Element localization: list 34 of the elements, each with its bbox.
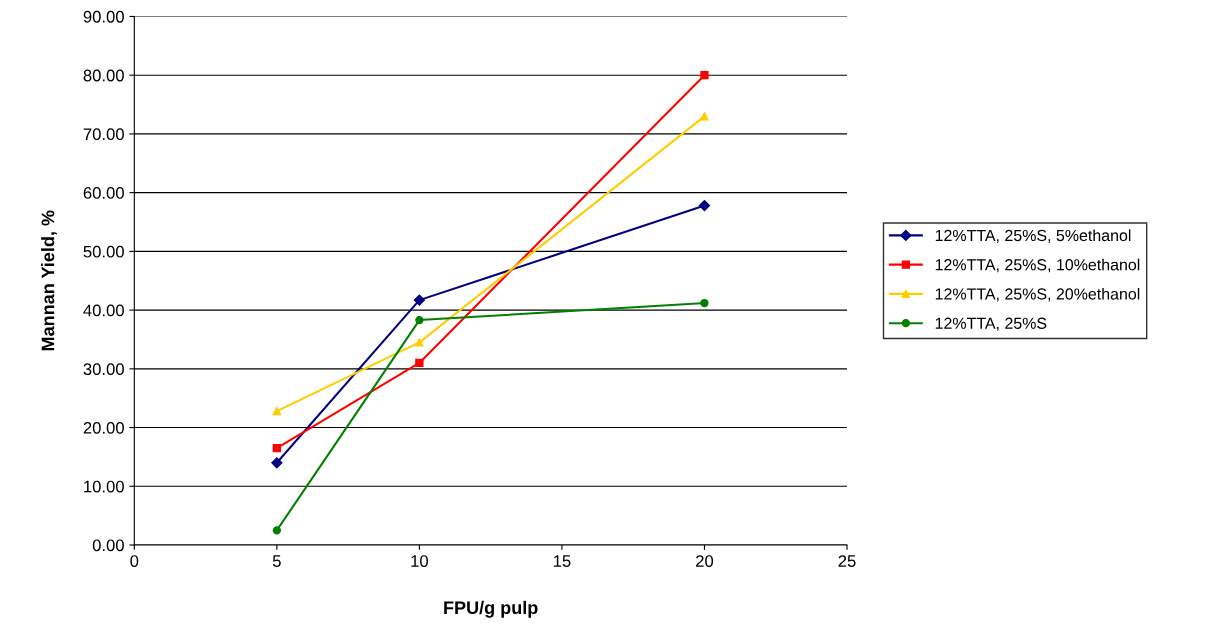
x-axis-title: FPU/g pulp xyxy=(444,600,538,618)
y-tick-label: 10.00 xyxy=(84,480,124,493)
y-tick-label: 50.00 xyxy=(83,245,124,258)
legend-label: 12%TTA, 25%S, 20%ethanol xyxy=(935,287,1140,302)
y-tick-label: 40.00 xyxy=(83,304,124,317)
point xyxy=(272,526,282,535)
y-tick-label: 70.00 xyxy=(83,128,124,141)
point xyxy=(698,199,711,212)
point xyxy=(700,71,709,80)
x-tick-label: 5 xyxy=(272,555,281,567)
y-tick-label: 30.00 xyxy=(83,363,124,376)
legend-label: 12%TTA, 25%S xyxy=(935,317,1047,331)
x-tick-label: 20 xyxy=(696,555,714,567)
point xyxy=(700,112,709,121)
y-tick-label: 20.00 xyxy=(83,421,124,434)
point xyxy=(272,406,282,416)
point xyxy=(415,338,424,347)
x-tick-label: 10 xyxy=(411,555,428,567)
y-tick-label: 80.00 xyxy=(83,69,124,82)
y-tick-label: 60.00 xyxy=(83,187,124,199)
point xyxy=(272,443,282,453)
y-axis-title: Mannan Yield, % xyxy=(41,210,57,351)
y-tick-label: 0.00 xyxy=(92,539,124,552)
point xyxy=(271,457,283,469)
x-tick-label: 0 xyxy=(130,555,139,567)
x-tick-label: 25 xyxy=(838,555,856,567)
point xyxy=(415,358,424,368)
legend-label: 12%TTA, 25%S, 5%ethanol xyxy=(935,229,1131,244)
point xyxy=(700,298,709,308)
point xyxy=(413,294,425,306)
legend-label: 12%TTA, 25%S, 10%ethanol xyxy=(935,258,1140,273)
y-tick-label: 90.00 xyxy=(83,10,124,23)
x-tick-label: 15 xyxy=(553,555,571,567)
point xyxy=(415,315,424,325)
